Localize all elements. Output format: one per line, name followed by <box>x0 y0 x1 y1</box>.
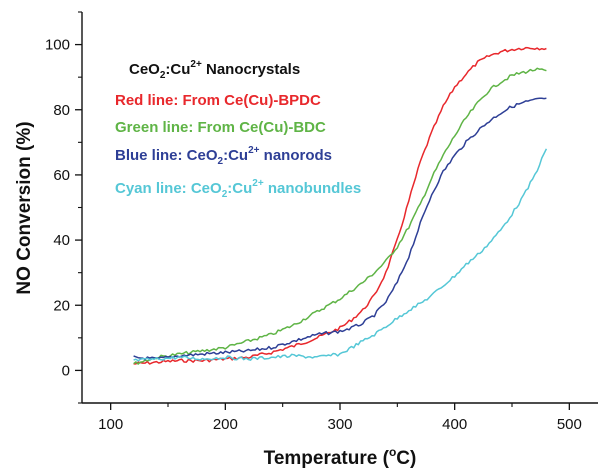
legend-blue-c: nanorods <box>260 147 333 164</box>
x-tick-label: 100 <box>98 416 123 433</box>
legend-title-sub: 2 <box>160 70 166 81</box>
legend-cyan-c: nanobundles <box>264 180 362 197</box>
legend-entry-red: Red line: From Ce(Cu)-BPDC <box>115 92 321 109</box>
legend-title: CeO2:Cu2+ Nanocrystals <box>129 59 300 81</box>
x-tick-label: 400 <box>442 416 467 433</box>
legend-entry-cyan: Cyan line: CeO2:Cu2+ nanobundles <box>115 178 361 200</box>
legend-title-c: Nanocrystals <box>202 61 300 78</box>
y-tick-label: 80 <box>53 102 70 119</box>
x-tick-label: 300 <box>327 416 352 433</box>
x-tick-label: 200 <box>213 416 238 433</box>
y-axis-title: NO Conversion (%) <box>14 121 35 294</box>
legend: CeO2:Cu2+ Nanocrystals Red line: From Ce… <box>115 59 361 200</box>
y-tick-label: 100 <box>45 37 70 54</box>
y-tick-label: 40 <box>53 232 70 249</box>
series-line-cyan <box>133 148 548 362</box>
legend-cyan-sup: 2+ <box>252 178 264 189</box>
legend-blue-sub: 2 <box>218 156 224 167</box>
legend-entry-blue: Blue line: CeO2:Cu2+ nanorods <box>115 145 332 167</box>
x-axis-title: Temperature (oC) <box>264 445 417 469</box>
series-line-red <box>133 46 547 365</box>
series-line-blue <box>133 97 547 361</box>
legend-blue-a: Blue line: CeO <box>115 147 218 164</box>
legend-title-sup: 2+ <box>190 59 202 70</box>
series-layer <box>133 46 548 365</box>
legend-blue-sup: 2+ <box>248 145 260 156</box>
legend-cyan-sub: 2 <box>222 189 228 200</box>
ticks: 100 200 300 400 500 0 20 40 60 80 100 <box>45 11 582 433</box>
series-line-green <box>133 67 547 365</box>
y-tick-label: 60 <box>53 167 70 184</box>
legend-entry-green: Green line: From Ce(Cu)-BDC <box>115 119 326 136</box>
x-tick-label: 500 <box>557 416 582 433</box>
legend-title-a: CeO <box>129 61 160 78</box>
y-tick-label: 20 <box>53 297 70 314</box>
x-axis-title-degree: o <box>389 445 396 459</box>
x-axis-title-tail: C) <box>396 448 416 469</box>
x-axis-title-main: Temperature ( <box>264 448 390 469</box>
y-tick-label: 0 <box>62 362 70 379</box>
legend-cyan-a: Cyan line: CeO <box>115 180 222 197</box>
legend-title-b: :Cu <box>165 61 190 78</box>
legend-blue-b: :Cu <box>223 147 248 164</box>
legend-cyan-b: :Cu <box>227 180 252 197</box>
